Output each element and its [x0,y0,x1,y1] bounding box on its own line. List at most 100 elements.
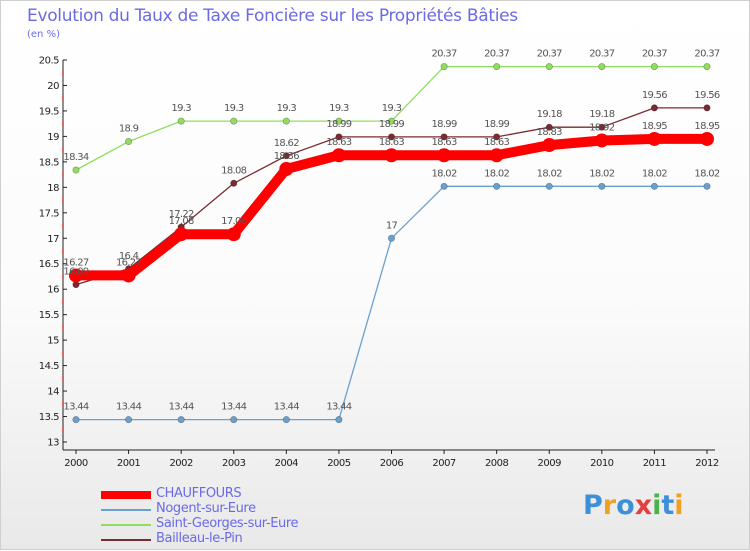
data-label: 19.56 [642,90,667,101]
data-label: 19.3 [329,103,349,114]
data-label: 18.95 [694,121,719,132]
data-label: 18.99 [432,119,457,130]
data-label: 18.63 [379,137,404,148]
x-tick-label: 2001 [117,458,141,469]
data-label: 19.3 [224,103,244,114]
data-point [335,133,343,141]
legend-swatch [101,539,151,541]
data-label: 18.99 [379,119,404,130]
data-label: 18.63 [432,137,457,148]
y-tick-label: 20.5 [39,56,59,67]
x-tick-label: 2011 [643,458,667,469]
data-point [387,133,395,141]
data-point [594,133,609,148]
data-label: 19.3 [277,103,297,114]
legend-label: Bailleau-le-Pin [156,531,243,546]
y-tick-label: 15.5 [39,310,59,321]
data-label: 16.27 [63,257,88,268]
data-point [598,63,606,71]
proxiti-logo: Proxiti [583,490,684,521]
data-point [489,148,504,163]
data-point [121,268,136,283]
y-tick-label: 20 [47,81,59,92]
data-point [440,182,448,190]
x-tick-label: 2009 [538,458,562,469]
data-point [437,148,452,163]
data-point [493,63,501,71]
data-label: 16.09 [63,267,88,278]
data-point [598,182,606,190]
data-point [177,117,185,125]
data-point [647,131,662,146]
series-layer [69,63,714,424]
data-point [387,117,395,125]
x-tick-label: 2005 [327,458,351,469]
data-point [331,148,346,163]
data-label: 17.08 [169,216,194,227]
data-point [545,63,553,71]
data-point [598,123,606,131]
data-label: 18.02 [642,168,667,179]
data-point [387,234,395,242]
y-tick-label: 14 [47,387,59,398]
data-point [650,182,658,190]
data-label: 20.37 [589,49,614,60]
data-label: 16.4 [119,251,139,262]
data-label: 17 [386,220,398,231]
legend-label: Nogent-sur-Eure [156,501,256,516]
data-point [226,227,241,242]
data-label: 20.37 [694,49,719,60]
data-label: 16.27 [116,257,141,268]
data-point [703,104,711,112]
data-point [279,161,294,176]
unit-label: (en %) [27,29,60,40]
data-label: 18.83 [537,127,562,138]
y-tick-label: 14.5 [39,361,59,372]
data-label: 20.37 [432,49,457,60]
legend-swatch [101,491,151,499]
data-labels: 16.27 16.27 17.08 17.08 18.36 18.63 18.63 18.63… [63,49,720,413]
data-point [384,148,399,163]
data-point [69,268,83,283]
x-tick-label: 2004 [275,458,299,469]
y-tick-label: 17.5 [39,208,59,219]
data-point [440,63,448,71]
data-point [545,123,553,131]
legend-label: CHAUFFOURS [156,486,242,501]
data-point [335,117,343,125]
data-label: 19.18 [589,109,614,120]
data-point [440,133,448,141]
series-chauffours [69,131,714,283]
data-label: 18.99 [484,119,509,130]
data-label: 19.3 [171,103,191,114]
data-point [493,182,501,190]
data-label: 18.9 [119,123,139,134]
data-point [230,117,238,125]
data-label: 19.3 [382,103,402,114]
data-point [125,416,133,424]
data-point [282,152,290,160]
x-tick-label: 2008 [485,458,509,469]
y-tick-label: 15 [47,336,59,347]
series-nogent-sur-eure [72,182,711,424]
data-label: 18.02 [589,168,614,179]
data-point [335,416,343,424]
data-label: 18.34 [63,152,88,163]
y-tick-label: 19.5 [39,106,59,117]
data-point [703,63,711,71]
data-point [230,416,238,424]
data-label: 17.08 [221,216,246,227]
data-point [650,63,658,71]
data-label: 18.95 [642,121,667,132]
data-label: 19.56 [694,90,719,101]
data-point [282,117,290,125]
x-tick-label: 2003 [222,458,246,469]
y-tick-label: 19 [47,132,59,143]
data-label: 18.99 [326,119,351,130]
data-point [703,182,711,190]
data-label: 13.44 [326,402,351,413]
y-tick-label: 17 [47,234,59,245]
legend-swatch [101,524,151,526]
data-label: 13.44 [221,402,246,413]
